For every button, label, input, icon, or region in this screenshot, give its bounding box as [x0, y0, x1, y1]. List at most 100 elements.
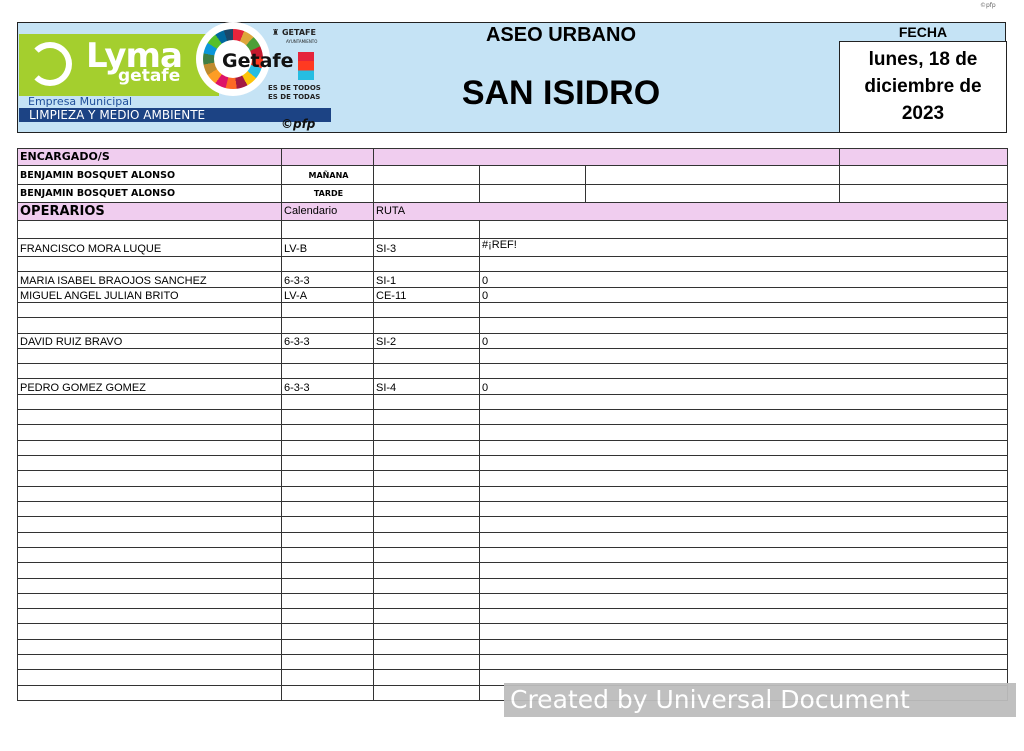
operario-ruta — [373, 455, 480, 471]
operario-ruta — [373, 639, 480, 655]
operario-ruta — [373, 516, 480, 533]
operario-name: FRANCISCO MORA LUQUE — [17, 238, 282, 257]
operario-name — [17, 654, 282, 670]
operario-ruta: SI-3 — [373, 238, 480, 257]
encargado-cell — [373, 184, 480, 203]
operario-ruta — [373, 302, 480, 318]
encargado-cell — [479, 165, 586, 185]
ods-ring-center — [214, 40, 252, 78]
operario-ruta — [373, 220, 480, 239]
operario-ruta: SI-2 — [373, 333, 480, 349]
operario-valor — [479, 654, 1008, 670]
service-title: ASEO URBANO — [485, 24, 636, 46]
operario-calendario — [281, 562, 374, 579]
operario-valor — [479, 220, 1008, 239]
operario-name — [17, 516, 282, 533]
operario-calendario: 6-3-3 — [281, 378, 374, 395]
limpieza-label: LIMPIEZA Y MEDIO AMBIENTE — [19, 108, 331, 122]
operario-valor — [479, 348, 1008, 364]
operario-ruta — [373, 578, 480, 594]
operario-calendario — [281, 394, 374, 410]
operario-valor — [479, 409, 1008, 425]
operario-name — [17, 363, 282, 379]
operario-calendario: 6-3-3 — [281, 271, 374, 288]
operario-calendario: 6-3-3 — [281, 333, 374, 349]
operario-ruta: SI-4 — [373, 378, 480, 395]
empresa-label: Empresa Municipal — [28, 95, 133, 108]
copyright-note: ©pfp — [980, 2, 996, 9]
encargados-header: ENCARGADO/S — [17, 148, 282, 166]
watermark: Created by Universal Document Converter — [504, 683, 1016, 748]
operario-ruta — [373, 501, 480, 517]
fecha-label: FECHA — [898, 24, 948, 40]
operario-calendario — [281, 440, 374, 456]
operario-ruta — [373, 608, 480, 624]
operario-name — [17, 409, 282, 425]
operario-calendario — [281, 470, 374, 487]
operario-ruta: CE-11 — [373, 287, 480, 303]
operario-name — [17, 302, 282, 318]
operario-name — [17, 256, 282, 272]
operario-name: MARIA ISABEL BRAOJOS SANCHEZ — [17, 271, 282, 288]
operario-name — [17, 486, 282, 502]
operario-valor — [479, 424, 1008, 441]
slogan-line: ES DE TODAS — [268, 93, 321, 101]
operario-calendario — [281, 608, 374, 624]
operario-name — [17, 669, 282, 686]
operario-ruta — [373, 486, 480, 502]
operario-valor — [479, 363, 1008, 379]
ayuntamiento-sub: AYUNTAMIENTO — [286, 39, 318, 44]
operario-valor — [479, 562, 1008, 579]
operario-name — [17, 578, 282, 594]
operario-name — [17, 685, 282, 701]
operario-name — [17, 470, 282, 487]
operario-name — [17, 547, 282, 563]
operario-valor — [479, 593, 1008, 609]
operario-name — [17, 639, 282, 655]
operario-calendario — [281, 348, 374, 364]
operario-valor — [479, 455, 1008, 471]
fecha-line: lunes, 18 de — [868, 49, 978, 70]
getafe-flag-icon — [298, 52, 314, 80]
fecha-line: 2023 — [901, 103, 945, 124]
operario-name — [17, 220, 282, 239]
operario-calendario — [281, 639, 374, 655]
operario-ruta — [373, 470, 480, 487]
operario-ruta — [373, 685, 480, 701]
operario-ruta — [373, 317, 480, 334]
operario-calendario — [281, 593, 374, 609]
encargado-cell — [839, 184, 1008, 203]
operario-calendario: LV-A — [281, 287, 374, 303]
operario-valor — [479, 608, 1008, 624]
operario-ruta — [373, 348, 480, 364]
header-cell — [281, 148, 374, 166]
operario-ruta — [373, 562, 480, 579]
operario-valor — [479, 516, 1008, 533]
operario-valor: 0 — [479, 271, 1008, 288]
fecha-value: lunes, 18 de diciembre de 2023 — [839, 41, 1007, 133]
operario-name — [17, 623, 282, 640]
operario-name: DAVID RUIZ BRAVO — [17, 333, 282, 349]
ayuntamiento-name: GETAFE — [281, 28, 316, 37]
operario-valor — [479, 578, 1008, 594]
operario-valor — [479, 547, 1008, 563]
lyma-brand: Lyma — [86, 36, 183, 76]
operario-name — [17, 608, 282, 624]
encargado-turno: MAÑANA — [281, 165, 374, 185]
operario-calendario — [281, 424, 374, 441]
operario-calendario — [281, 302, 374, 318]
operario-name — [17, 394, 282, 410]
operario-valor — [479, 302, 1008, 318]
header-cell — [839, 148, 1008, 166]
operario-ruta — [373, 394, 480, 410]
operario-ruta — [373, 654, 480, 670]
operario-ruta — [373, 409, 480, 425]
operario-calendario — [281, 578, 374, 594]
encargado-name: BENJAMIN BOSQUET ALONSO — [17, 165, 282, 185]
operario-calendario — [281, 409, 374, 425]
operario-calendario — [281, 486, 374, 502]
operario-valor — [479, 394, 1008, 410]
encargado-turno: TARDE — [281, 184, 374, 203]
operario-ruta — [373, 623, 480, 640]
operario-valor — [479, 623, 1008, 640]
